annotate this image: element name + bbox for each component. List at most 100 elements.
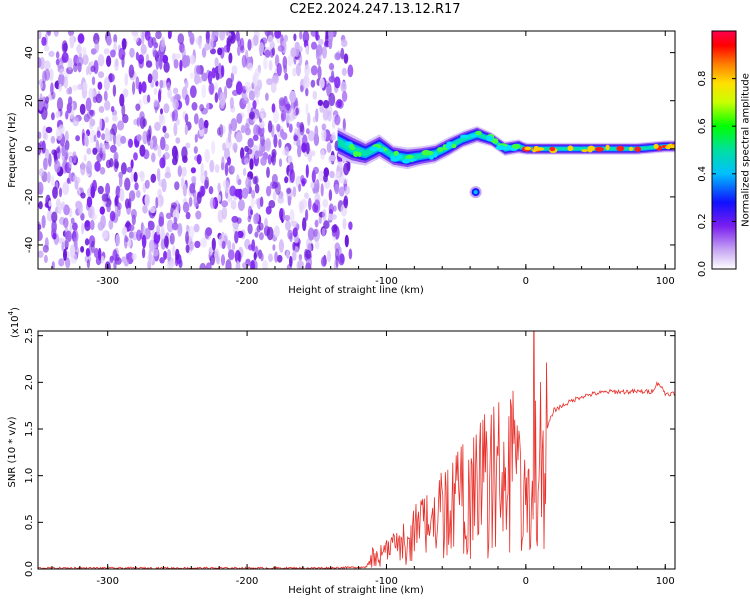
- noise-speckle: [97, 185, 104, 195]
- noise-speckle: [224, 180, 230, 194]
- noise-speckle: [162, 54, 169, 64]
- noise-speckle: [311, 41, 317, 50]
- signal-peak: [628, 146, 634, 151]
- noise-speckle: [331, 224, 338, 233]
- noise-speckle: [99, 142, 103, 151]
- noise-speckle: [235, 81, 243, 95]
- noise-speckle: [45, 148, 50, 161]
- noise-speckle: [253, 124, 260, 137]
- noise-speckle: [68, 86, 73, 95]
- signal-peak: [428, 154, 434, 160]
- noise-speckle: [298, 46, 303, 53]
- noise-speckle: [172, 245, 176, 257]
- noise-speckle: [303, 75, 310, 89]
- noise-speckle: [57, 201, 62, 215]
- noise-speckle: [320, 256, 327, 267]
- noise-speckle: [83, 133, 89, 147]
- noise-speckle: [126, 166, 133, 173]
- noise-speckle: [94, 39, 100, 53]
- noise-speckle: [172, 99, 179, 110]
- noise-speckle: [311, 150, 316, 157]
- noise-speckle: [128, 64, 135, 78]
- noise-speckle: [293, 135, 299, 142]
- noise-speckle: [263, 56, 268, 70]
- noise-speckle: [305, 142, 310, 155]
- noise-speckle: [90, 65, 96, 73]
- noise-speckle: [158, 56, 163, 70]
- spectrogram-xtick-label: 0: [523, 276, 529, 287]
- noise-speckle: [299, 123, 305, 136]
- noise-speckle: [254, 150, 259, 160]
- noise-speckle: [232, 142, 238, 152]
- noise-speckle: [96, 130, 101, 138]
- noise-speckle: [47, 31, 52, 37]
- noise-speckle: [66, 177, 70, 184]
- signal-peak: [524, 146, 532, 151]
- noise-speckle: [314, 125, 319, 138]
- noise-speckle: [163, 61, 170, 73]
- signal-peak: [581, 149, 588, 153]
- colorbar-ticks: 0.0 0.2 0.4 0.6 0.8: [697, 71, 736, 277]
- noise-speckle: [221, 156, 225, 170]
- noise-speckle: [61, 144, 66, 157]
- noise-speckle: [219, 124, 224, 138]
- noise-speckle: [50, 135, 56, 144]
- noise-speckle: [179, 59, 183, 72]
- noise-speckle: [215, 72, 220, 81]
- noise-speckle: [73, 62, 78, 73]
- noise-speckle: [152, 49, 159, 58]
- noise-speckle: [305, 249, 312, 259]
- colorbar-tick-label: 0.6: [697, 118, 708, 134]
- noise-speckle: [152, 142, 158, 151]
- noise-speckle: [184, 124, 188, 136]
- noise-speckle: [103, 77, 110, 91]
- noise-speckle: [221, 240, 226, 249]
- noise-speckle: [235, 131, 243, 143]
- noise-speckle: [314, 199, 321, 214]
- noise-speckle: [193, 146, 198, 154]
- noise-speckle: [114, 197, 118, 206]
- noise-speckle: [72, 174, 78, 183]
- noise-speckle: [62, 181, 70, 195]
- noise-speckle: [184, 113, 189, 124]
- noise-speckle: [251, 239, 256, 252]
- noise-speckle: [272, 73, 279, 85]
- noise-speckle: [121, 256, 127, 263]
- noise-speckle: [110, 49, 116, 58]
- noise-speckle: [247, 223, 253, 235]
- noise-speckle: [84, 238, 90, 246]
- noise-speckle: [99, 167, 106, 175]
- noise-speckle: [141, 234, 147, 249]
- noise-speckle: [104, 100, 111, 111]
- noise-speckle: [129, 47, 135, 58]
- signal-peak: [549, 146, 556, 152]
- noise-speckle: [85, 66, 89, 76]
- noise-speckle: [305, 103, 309, 116]
- noise-speckle: [121, 38, 127, 50]
- noise-speckle: [64, 239, 69, 248]
- noise-speckle: [160, 225, 165, 239]
- noise-speckle: [278, 239, 284, 253]
- signal-peak: [405, 154, 414, 159]
- noise-speckle: [90, 185, 96, 199]
- noise-speckle: [236, 217, 242, 224]
- noise-speckle: [114, 58, 119, 72]
- noise-speckle: [165, 166, 171, 176]
- noise-speckle: [85, 248, 90, 257]
- noise-speckle: [140, 44, 147, 55]
- noise-speckle: [56, 147, 60, 154]
- noise-speckle: [196, 65, 202, 75]
- noise-speckle: [265, 92, 269, 101]
- noise-speckle: [312, 166, 319, 175]
- noise-speckle: [97, 81, 103, 91]
- noise-speckle: [227, 35, 233, 43]
- noise-speckle: [298, 183, 302, 192]
- noise-speckle: [301, 180, 306, 187]
- noise-speckle: [266, 226, 274, 241]
- snr-xtick-label: 0: [523, 576, 529, 587]
- noise-speckle: [258, 222, 264, 231]
- noise-speckle: [321, 123, 327, 131]
- noise-speckle: [101, 133, 106, 141]
- noise-speckle: [243, 93, 248, 101]
